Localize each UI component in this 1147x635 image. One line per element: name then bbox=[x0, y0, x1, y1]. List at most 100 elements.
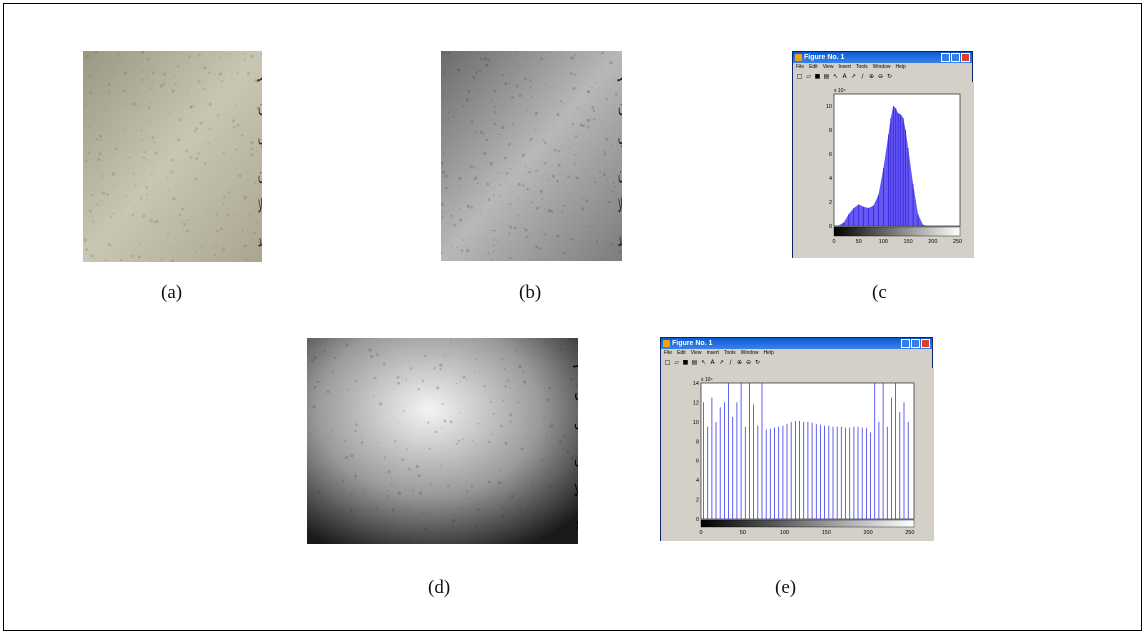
manuscript-line: بالركبا وعقل الى زخاريف يقلبها كذبت المو… bbox=[574, 447, 578, 468]
print-icon[interactable]: ▤ bbox=[823, 72, 830, 80]
arrow-tool-icon[interactable]: ↗ bbox=[718, 358, 725, 366]
menu-file[interactable]: File bbox=[796, 64, 805, 70]
line-tool-icon[interactable]: / bbox=[861, 72, 864, 80]
menu-window[interactable]: Window bbox=[740, 350, 759, 356]
manuscript-image-grayscale: ملکن جالبيع منہم الأدیم وغیر عليابن إنه ل… bbox=[441, 51, 622, 261]
y-tick-label: 0 bbox=[829, 224, 832, 230]
menu-edit[interactable]: Edit bbox=[809, 64, 818, 70]
rotate-icon[interactable]: ↻ bbox=[886, 72, 893, 80]
y-tick-label: 6 bbox=[829, 152, 832, 158]
menu-bar: File Edit View Insert Tools Window Help bbox=[793, 63, 972, 71]
manuscript-line: فتعرض عن الملاء الفترى فقد سمعت المولى ا… bbox=[574, 480, 578, 501]
menu-file[interactable]: File bbox=[664, 350, 673, 356]
y-tick-label: 2 bbox=[829, 200, 832, 206]
window-title: Figure No. 1 bbox=[804, 54, 845, 61]
zoom-in-icon[interactable]: ⊕ bbox=[868, 72, 875, 80]
close-button[interactable] bbox=[921, 339, 930, 348]
caption-e: (e) bbox=[775, 577, 797, 598]
menu-tools[interactable]: Tools bbox=[855, 64, 868, 70]
manuscript-line: بالركبا وعقل الى زخاريف يقلبها كذبت المو… bbox=[618, 161, 622, 183]
x-tick-label: 200 bbox=[864, 530, 873, 536]
rotate-icon[interactable]: ↻ bbox=[754, 358, 761, 366]
zoom-out-icon[interactable]: ⊖ bbox=[877, 72, 884, 80]
caption-c: (c bbox=[872, 282, 887, 303]
paper-texture bbox=[83, 51, 262, 262]
matlab-icon bbox=[663, 340, 670, 347]
y-tick-label: 4 bbox=[696, 478, 699, 484]
y-tick-label: 8 bbox=[829, 128, 832, 134]
window-titlebar: Figure No. 1 bbox=[661, 338, 932, 349]
grayscale-colorbar bbox=[700, 519, 915, 528]
y-tick-label: 2 bbox=[696, 498, 699, 504]
x-tick-label: 100 bbox=[780, 530, 789, 536]
select-arrow-icon[interactable]: ↖ bbox=[832, 72, 839, 80]
menu-help[interactable]: Help bbox=[763, 350, 774, 356]
manuscript-line: عليابن إنه لهم من النبيات والمرسلين ولكن bbox=[574, 380, 578, 401]
text-tool-icon[interactable]: A bbox=[842, 72, 847, 80]
line-tool-icon[interactable]: / bbox=[729, 358, 732, 366]
manuscript-line: الوفقي على جدع عظام وجل شديد على ما كان … bbox=[618, 127, 622, 149]
figure-toolbar: □ ▱ ■ ▤ ↖ A ↗ / ⊕ ⊖ ↻ bbox=[661, 357, 932, 367]
figure-frame bbox=[3, 3, 1142, 631]
y-tick-label: 12 bbox=[693, 400, 699, 406]
histogram-window-grayscale: Figure No. 1 File Edit View Insert Tools… bbox=[792, 51, 974, 258]
x-tick-label: 150 bbox=[822, 530, 831, 536]
manuscript-line: عليابن إنه لهم من النبيات والمرسلين ولكن bbox=[258, 94, 262, 117]
manuscript-line: فتعرض عن الملاء الفترى فقد سمعت المولى ا… bbox=[618, 195, 622, 217]
open-file-icon[interactable]: ▱ bbox=[674, 358, 679, 366]
manuscript-line: ملکن جالبيع منہم الأدیم وغیر bbox=[573, 346, 578, 368]
menu-view[interactable]: View bbox=[690, 350, 702, 356]
histogram-window-equalized: Figure No. 1 File Edit View Insert Tools… bbox=[660, 337, 934, 541]
y-tick-label: 14 bbox=[693, 381, 699, 387]
maximize-button[interactable] bbox=[951, 53, 960, 62]
menu-edit[interactable]: Edit bbox=[677, 350, 686, 356]
menu-help[interactable]: Help bbox=[895, 64, 906, 70]
zoom-out-icon[interactable]: ⊖ bbox=[745, 358, 752, 366]
caption-b: (b) bbox=[519, 282, 542, 303]
minimize-button[interactable] bbox=[941, 53, 950, 62]
text-tool-icon[interactable]: A bbox=[710, 358, 715, 366]
grayscale-colorbar bbox=[833, 226, 961, 237]
open-file-icon[interactable]: ▱ bbox=[806, 72, 811, 80]
caption-a: (a) bbox=[161, 282, 183, 303]
manuscript-line: ملکن جالبيع منہم الأدیم وغیر bbox=[617, 58, 622, 81]
menu-insert[interactable]: Insert bbox=[706, 350, 719, 356]
caption-d: (d) bbox=[428, 577, 451, 598]
histogram-plot-equalized: 0 50 100 150 200 250 0 2 4 6 8 10 12 14x 10⁴ bbox=[661, 368, 934, 541]
close-button[interactable] bbox=[961, 53, 970, 62]
menu-tools[interactable]: Tools bbox=[723, 350, 736, 356]
y-tick-label: 8 bbox=[696, 439, 699, 445]
manuscript-line: ملکن جالبيع منہم الأدیم وغیر bbox=[257, 59, 262, 82]
y-tick-label: 4 bbox=[829, 176, 832, 182]
x-tick-label: 150 bbox=[904, 239, 913, 245]
y-tick-label: 6 bbox=[696, 459, 699, 465]
menu-bar: File Edit View Insert Tools Window Help bbox=[661, 349, 932, 357]
manuscript-image-original: ملکن جالبيع منہم الأدیم وغیر عليابن إنه ل… bbox=[83, 51, 262, 262]
manuscript-line: فتعرض عن الملاء الفترى فقد سمعت المولى ا… bbox=[258, 196, 262, 218]
save-icon[interactable]: ■ bbox=[814, 72, 821, 80]
new-figure-icon[interactable]: □ bbox=[664, 358, 671, 366]
y-tick-label: 0 bbox=[696, 517, 699, 523]
x-tick-label: 0 bbox=[832, 239, 835, 245]
x-tick-label: 0 bbox=[699, 530, 702, 536]
maximize-button[interactable] bbox=[911, 339, 920, 348]
select-arrow-icon[interactable]: ↖ bbox=[700, 358, 707, 366]
paper-texture bbox=[307, 338, 578, 544]
zoom-in-icon[interactable]: ⊕ bbox=[736, 358, 743, 366]
x-tick-label: 200 bbox=[928, 239, 937, 245]
print-icon[interactable]: ▤ bbox=[691, 358, 698, 366]
arrow-tool-icon[interactable]: ↗ bbox=[850, 72, 857, 80]
menu-window[interactable]: Window bbox=[872, 64, 891, 70]
minimize-button[interactable] bbox=[901, 339, 910, 348]
save-icon[interactable]: ■ bbox=[682, 358, 689, 366]
window-title: Figure No. 1 bbox=[672, 340, 713, 347]
x-tick-label: 50 bbox=[856, 239, 862, 245]
histogram-plot-grayscale: 0 50 100 150 200 250 0 2 4 6 8 10 x 10⁴ bbox=[793, 82, 974, 258]
y-axis-exponent: x 10⁴ bbox=[701, 377, 713, 383]
new-figure-icon[interactable]: □ bbox=[796, 72, 803, 80]
paper-texture bbox=[441, 51, 622, 261]
manuscript-line: فيهم عليهم الصلاة والسلام فشد بذكر علي و… bbox=[574, 513, 578, 534]
menu-insert[interactable]: Insert bbox=[838, 64, 851, 70]
menu-view[interactable]: View bbox=[822, 64, 834, 70]
manuscript-line: الوفقي على جدع عظام وجل شديد على ما كان … bbox=[574, 413, 578, 434]
